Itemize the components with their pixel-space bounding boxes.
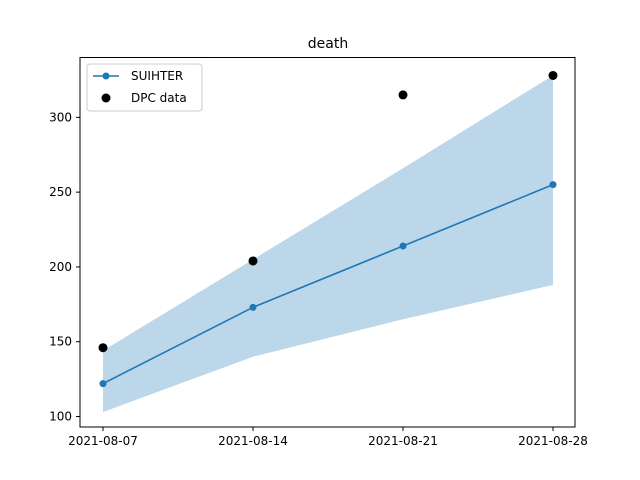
- y-tick-label: 100: [49, 410, 72, 424]
- suihter-point: [249, 303, 257, 311]
- dpc-data-point: [398, 90, 408, 100]
- legend-suihter-label: SUIHTER: [131, 69, 183, 83]
- y-tick-label: 150: [49, 335, 72, 349]
- x-tick-label: 2021-08-28: [518, 434, 588, 448]
- y-tick-label: 200: [49, 260, 72, 274]
- suihter-line: [102, 183, 554, 385]
- y-tick-label: 250: [49, 185, 72, 199]
- y-tick-label: 300: [49, 110, 72, 124]
- x-tick-label: 2021-08-07: [68, 434, 138, 448]
- chart-title: death: [308, 36, 348, 52]
- axes-frame: [79, 57, 576, 428]
- legend-dpc-marker: [101, 93, 111, 103]
- x-tick-label: 2021-08-21: [368, 434, 438, 448]
- y-axis: 100 150 200 250 300: [49, 110, 80, 424]
- suihter-confidence-band: [103, 75, 553, 413]
- dpc-data-point: [548, 70, 558, 80]
- suihter-point: [399, 242, 407, 250]
- legend: SUIHTER DPC data: [86, 63, 203, 112]
- dpc-data-point: [248, 256, 258, 266]
- plot-area: [98, 70, 558, 413]
- x-axis: 2021-08-07 2021-08-14 2021-08-21 2021-08-28: [68, 427, 588, 448]
- legend-dpc-label: DPC data: [131, 91, 187, 105]
- dpc-data-point: [98, 343, 108, 353]
- suihter-point: [549, 181, 557, 189]
- legend-suihter-marker: [102, 72, 110, 80]
- suihter-point: [99, 380, 107, 388]
- x-tick-label: 2021-08-14: [218, 434, 288, 448]
